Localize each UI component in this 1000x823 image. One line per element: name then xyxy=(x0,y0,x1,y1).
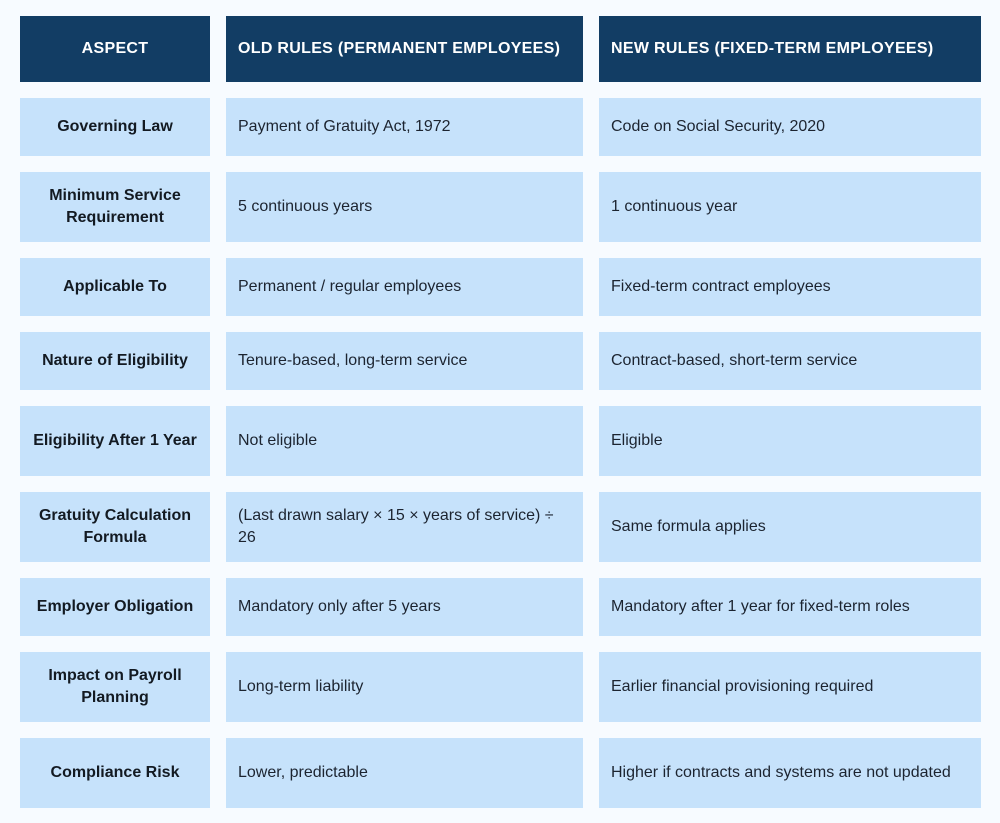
row-old-rule: Lower, predictable xyxy=(226,738,583,808)
row-aspect-label: Compliance Risk xyxy=(20,738,210,808)
row-aspect-label: Impact on Payroll Planning xyxy=(20,652,210,722)
row-new-rule: Higher if contracts and systems are not … xyxy=(599,738,981,808)
header-old-rules: OLD RULES (PERMANENT EMPLOYEES) xyxy=(226,16,583,82)
row-new-rule: Same formula applies xyxy=(599,492,981,562)
row-new-rule: Eligible xyxy=(599,406,981,476)
row-new-rule: Earlier financial provisioning required xyxy=(599,652,981,722)
row-aspect-label: Applicable To xyxy=(20,258,210,316)
comparison-table: ASPECT OLD RULES (PERMANENT EMPLOYEES) N… xyxy=(20,16,981,808)
row-aspect-label: Eligibility After 1 Year xyxy=(20,406,210,476)
row-old-rule: Tenure-based, long-term service xyxy=(226,332,583,390)
row-old-rule: Not eligible xyxy=(226,406,583,476)
header-new-rules: NEW RULES (FIXED-TERM EMPLOYEES) xyxy=(599,16,981,82)
row-old-rule: Long-term liability xyxy=(226,652,583,722)
header-aspect: ASPECT xyxy=(20,16,210,82)
row-aspect-label: Nature of Eligibility xyxy=(20,332,210,390)
row-aspect-label: Gratuity Calculation Formula xyxy=(20,492,210,562)
row-new-rule: 1 continuous year xyxy=(599,172,981,242)
row-new-rule: Fixed-term contract employees xyxy=(599,258,981,316)
row-new-rule: Contract-based, short-term service xyxy=(599,332,981,390)
row-old-rule: Mandatory only after 5 years xyxy=(226,578,583,636)
row-old-rule: 5 continuous years xyxy=(226,172,583,242)
row-aspect-label: Employer Obligation xyxy=(20,578,210,636)
row-old-rule: (Last drawn salary × 15 × years of servi… xyxy=(226,492,583,562)
row-aspect-label: Governing Law xyxy=(20,98,210,156)
row-new-rule: Code on Social Security, 2020 xyxy=(599,98,981,156)
row-new-rule: Mandatory after 1 year for fixed-term ro… xyxy=(599,578,981,636)
row-old-rule: Permanent / regular employees xyxy=(226,258,583,316)
row-old-rule: Payment of Gratuity Act, 1972 xyxy=(226,98,583,156)
row-aspect-label: Minimum Service Requirement xyxy=(20,172,210,242)
